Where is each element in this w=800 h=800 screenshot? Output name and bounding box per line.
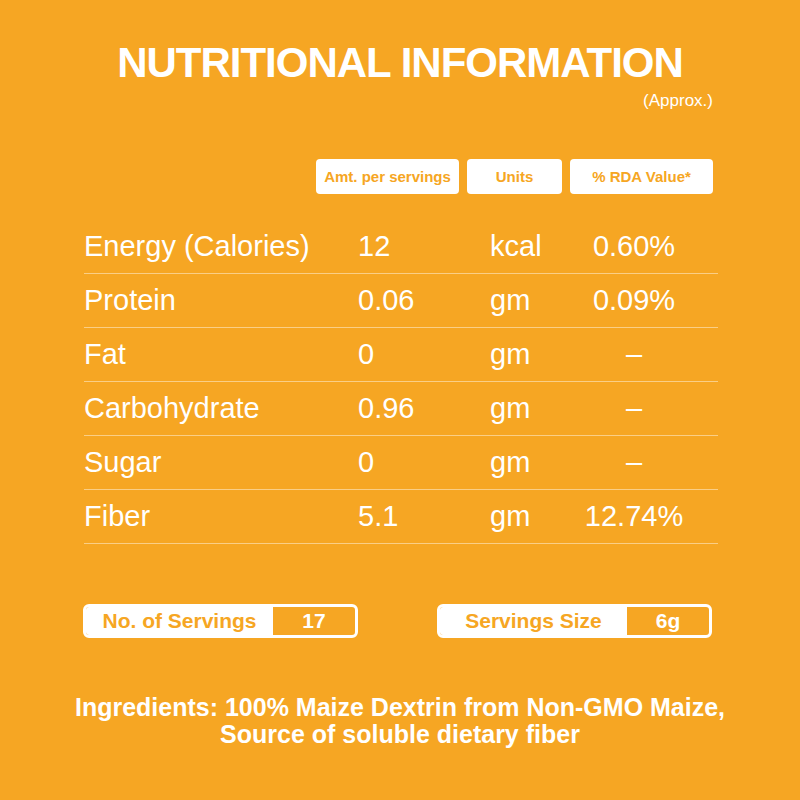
ingredients-text: Ingredients: 100% Maize Dextrin from Non… <box>0 694 800 748</box>
nutrient-unit: kcal <box>490 230 574 263</box>
nutrient-rda: – <box>574 338 694 371</box>
nutrient-amount: 5.1 <box>358 500 490 533</box>
table-row-fiber: Fiber 5.1 gm 12.74% <box>84 490 718 544</box>
nutrient-label: Fat <box>84 338 358 371</box>
nutrient-amount: 12 <box>358 230 490 263</box>
nutrient-label: Sugar <box>84 446 358 479</box>
nutrition-label: NUTRITIONAL INFORMATION (Approx.) Amt. p… <box>0 0 800 800</box>
servings-count-label: No. of Servings <box>86 607 273 635</box>
nutrition-table: Energy (Calories) 12 kcal 0.60% Protein … <box>84 220 718 544</box>
nutrient-rda: – <box>574 446 694 479</box>
column-header-units: Units <box>467 159 562 194</box>
nutrient-unit: gm <box>490 392 574 425</box>
nutrient-amount: 0 <box>358 446 490 479</box>
nutrient-label: Protein <box>84 284 358 317</box>
table-row-protein: Protein 0.06 gm 0.09% <box>84 274 718 328</box>
servings-size-value: 6g <box>627 607 709 635</box>
nutrient-rda: – <box>574 392 694 425</box>
servings-count-box: No. of Servings 17 <box>83 604 358 638</box>
nutrient-unit: gm <box>490 500 574 533</box>
table-row-fat: Fat 0 gm – <box>84 328 718 382</box>
servings-size-box: Servings Size 6g <box>437 604 712 638</box>
nutrient-amount: 0.96 <box>358 392 490 425</box>
page-title: NUTRITIONAL INFORMATION <box>0 40 800 86</box>
nutrient-rda: 12.74% <box>574 500 694 533</box>
nutrient-amount: 0 <box>358 338 490 371</box>
column-header-rda: % RDA Value* <box>570 159 713 194</box>
column-header-amount: Amt. per servings <box>316 159 459 194</box>
servings-count-value: 17 <box>273 607 355 635</box>
approx-note: (Approx.) <box>643 91 713 111</box>
table-row-sugar: Sugar 0 gm – <box>84 436 718 490</box>
nutrient-rda: 0.60% <box>574 230 694 263</box>
nutrient-amount: 0.06 <box>358 284 490 317</box>
column-headers: Amt. per servings Units % RDA Value* <box>316 159 713 194</box>
table-row-energy: Energy (Calories) 12 kcal 0.60% <box>84 220 718 274</box>
ingredients-line-1: Ingredients: 100% Maize Dextrin from Non… <box>0 694 800 721</box>
ingredients-line-2: Source of soluble dietary fiber <box>0 721 800 748</box>
nutrient-unit: gm <box>490 284 574 317</box>
table-row-carbohydrate: Carbohydrate 0.96 gm – <box>84 382 718 436</box>
nutrient-rda: 0.09% <box>574 284 694 317</box>
nutrient-label: Energy (Calories) <box>84 230 358 263</box>
nutrient-unit: gm <box>490 446 574 479</box>
servings-size-label: Servings Size <box>440 607 627 635</box>
nutrient-unit: gm <box>490 338 574 371</box>
nutrient-label: Fiber <box>84 500 358 533</box>
nutrient-label: Carbohydrate <box>84 392 358 425</box>
